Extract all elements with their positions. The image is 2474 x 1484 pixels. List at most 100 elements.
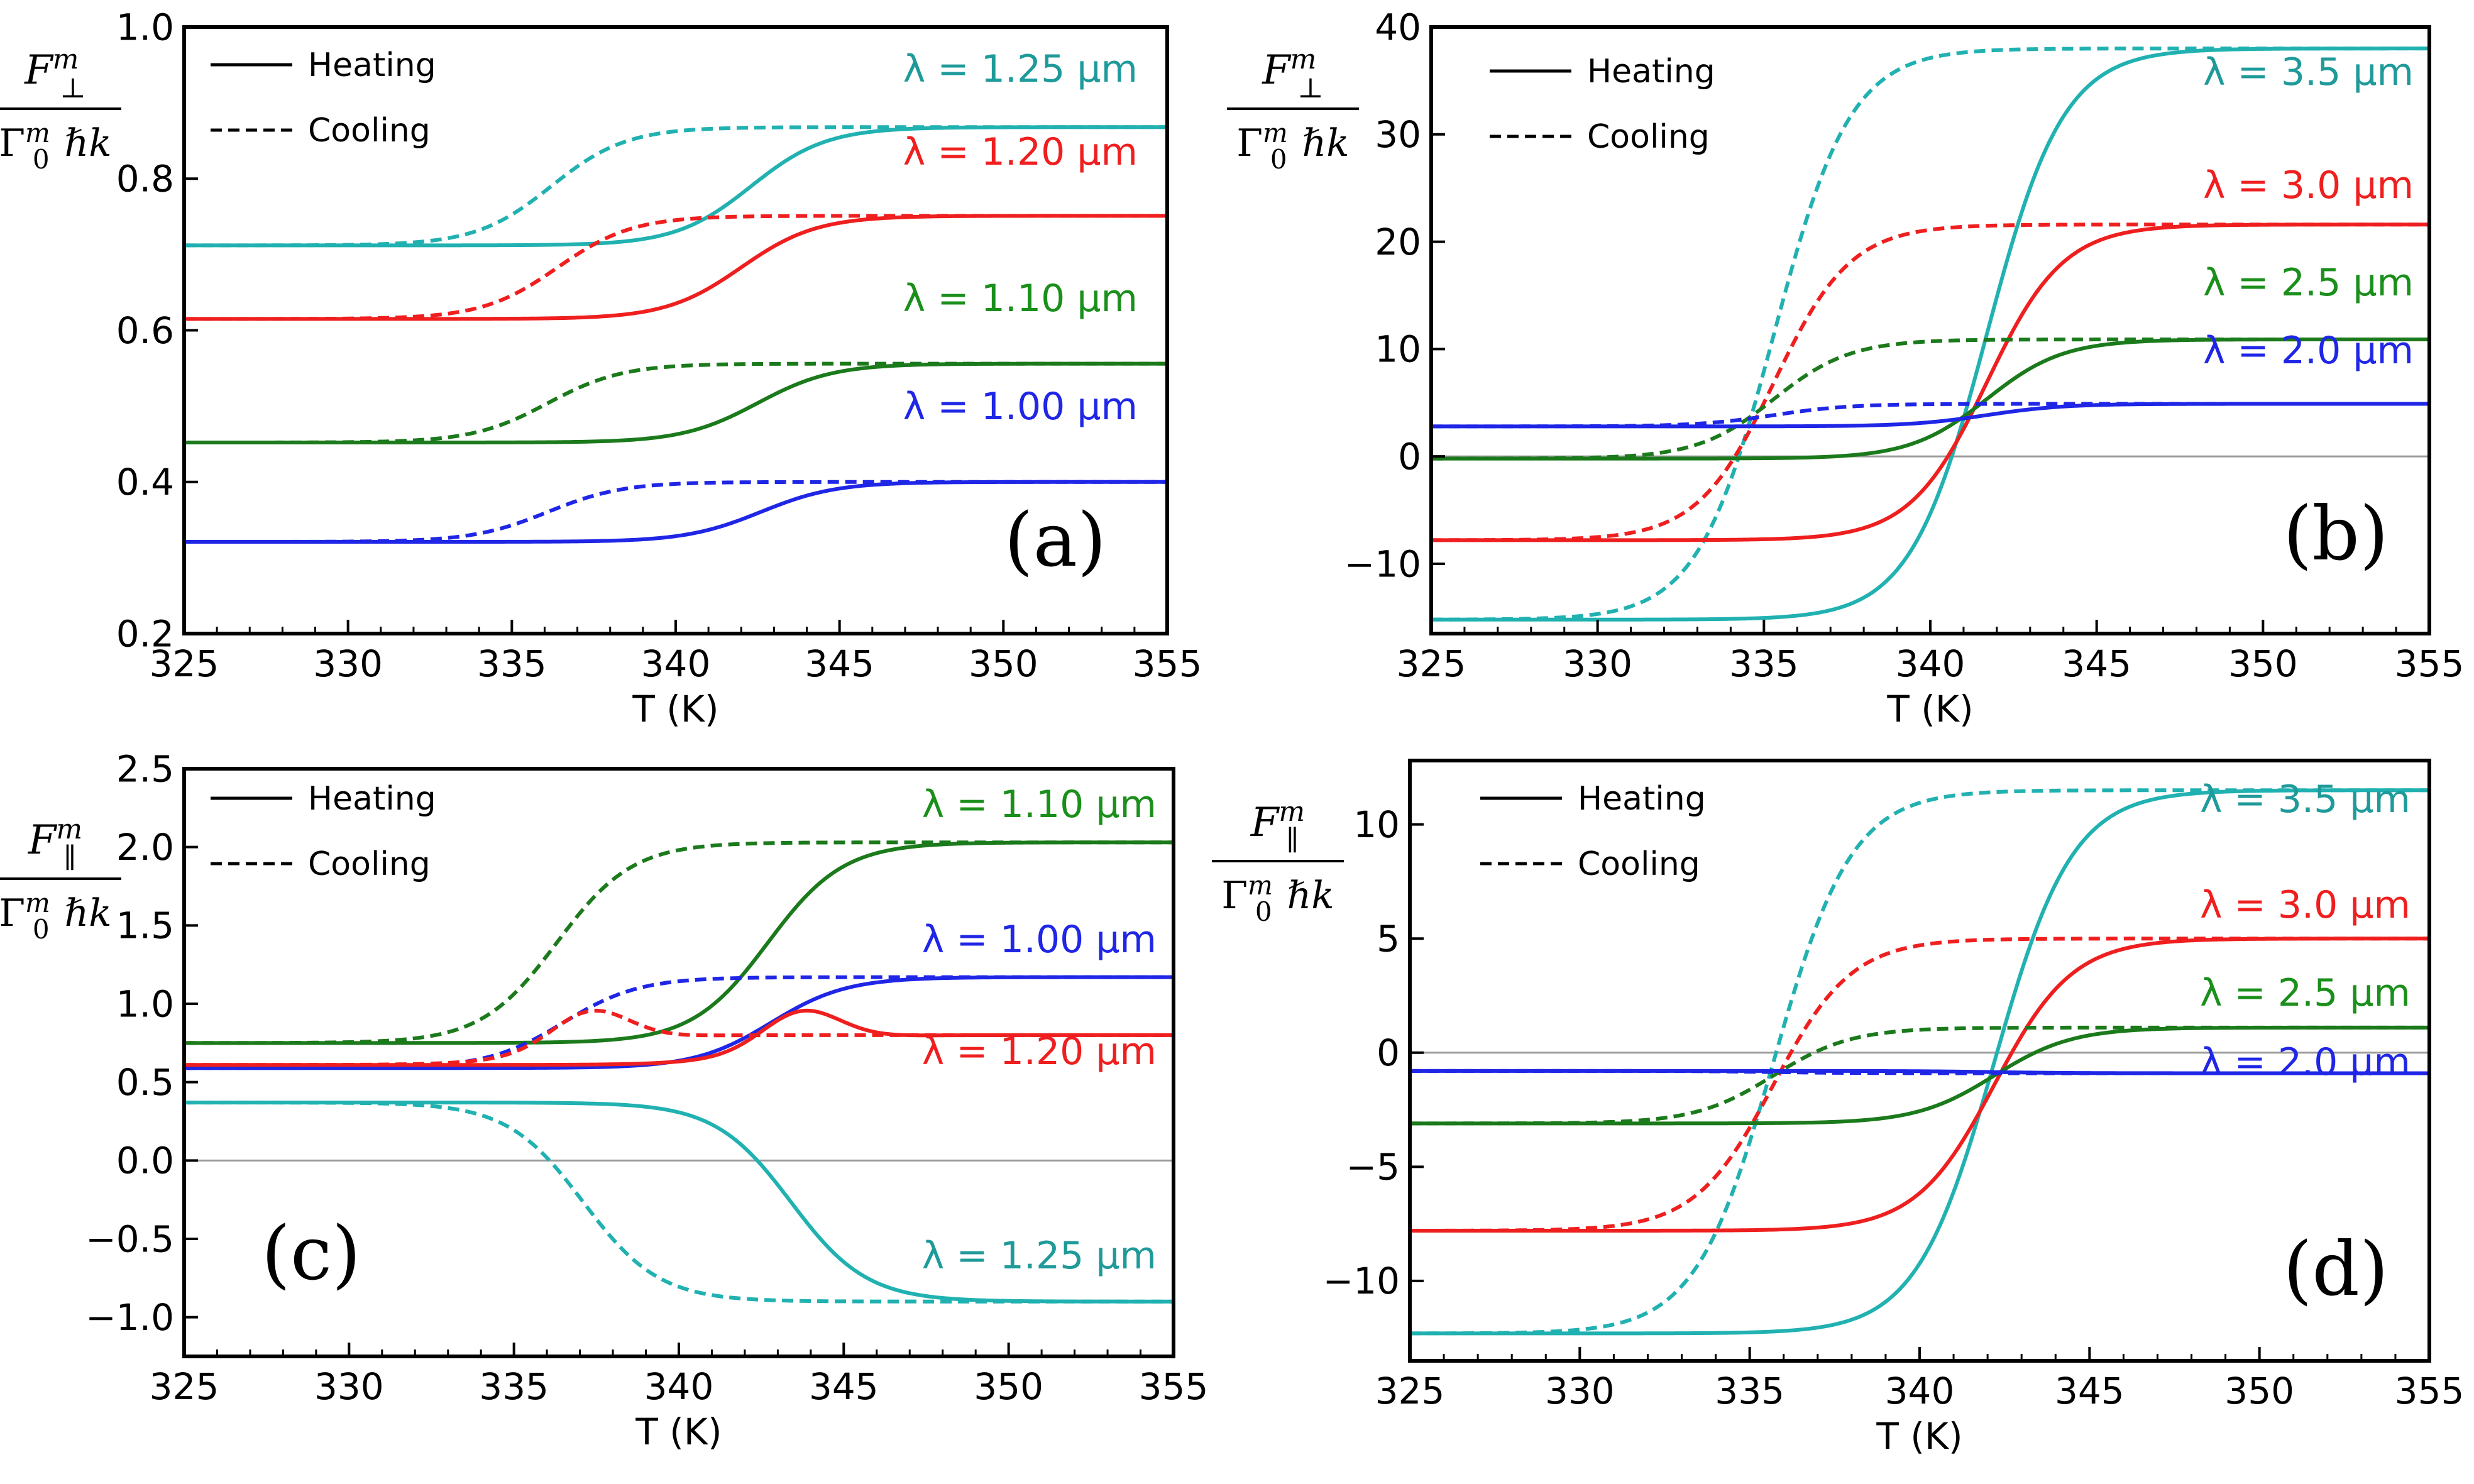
series-4-heating-line: [184, 480, 1167, 544]
series-label-4: λ = 1.25 μm: [922, 1234, 1157, 1278]
y-tick-label: 0.6: [116, 309, 174, 352]
y-tick-label: 0: [1398, 435, 1421, 478]
x-tick-label: 355: [1139, 1365, 1209, 1408]
legend: Heating Cooling: [1490, 53, 1715, 156]
legend: Heating Cooling: [211, 780, 436, 883]
x-axis-title: T (K): [635, 1410, 722, 1453]
x-tick-label: 350: [2224, 1370, 2294, 1412]
series-2-cooling-line: [1431, 223, 2429, 542]
x-tick-label: 335: [1715, 1370, 1784, 1412]
series-label-1: λ = 1.25 μm: [903, 47, 1138, 91]
x-tick-label: 330: [1545, 1370, 1615, 1412]
y-label-denominator: Γm 0 ℏk: [0, 118, 112, 175]
x-tick-label: 355: [2395, 1370, 2465, 1412]
series-label-3: λ = 1.20 μm: [922, 1030, 1157, 1074]
curves: [184, 125, 1167, 544]
panel-a: 325 330 335 340 345 350 355 0.2 0.4 0.6 0.8 1.0 T (K…: [0, 6, 1202, 730]
curves: [1410, 788, 2429, 1336]
y-label-numerator: Fm ⊥: [24, 43, 86, 104]
panel-c: 325 330 335 340 345 350 355 −1.0 −0.5 0.0 0.5 1.0 1.…: [0, 747, 1208, 1453]
series-1-heating-line: [1431, 47, 2429, 622]
legend-heating-label: Heating: [308, 780, 436, 818]
y-tick-label: 0: [1377, 1031, 1400, 1074]
y-tick-label: −1.0: [85, 1296, 174, 1339]
series-3-heating-line: [1431, 338, 2429, 461]
y-tick-label: −0.5: [85, 1217, 174, 1260]
panel-d: 325 330 335 340 345 350 355 −10 −5 0 5 10 T (K) Fm ∥ Γm…: [1212, 759, 2465, 1458]
panel-tag-c: (c): [261, 1210, 361, 1297]
legend-cooling-label: Cooling: [1578, 845, 1700, 883]
series-label-1: λ = 3.5 μm: [2200, 778, 2411, 822]
x-tick-label: 350: [974, 1365, 1043, 1408]
y-tick-label: 1.0: [116, 6, 174, 48]
legend-cooling-label: Cooling: [308, 845, 431, 883]
series-label-4: λ = 1.00 μm: [903, 385, 1138, 429]
y-tick-label: 20: [1375, 221, 1421, 263]
x-tick-label: 340: [641, 642, 711, 685]
series-4-heating-line: [184, 1101, 1174, 1304]
series-1-heating-line: [184, 125, 1167, 248]
legend-heating-label: Heating: [308, 47, 436, 84]
series-1-cooling-line: [1410, 788, 2429, 1336]
x-tick-label: 330: [314, 1365, 384, 1408]
series-label-2: λ = 1.00 μm: [922, 918, 1157, 962]
y-tick-label: 30: [1375, 113, 1421, 156]
y-tick-label: −10: [1344, 542, 1421, 585]
y-tick-label: 0.2: [116, 612, 174, 655]
x-axis-title: T (K): [1886, 688, 1973, 730]
y-tick-label: 2.5: [116, 747, 174, 790]
x-tick-label: 330: [1563, 642, 1632, 685]
curves: [184, 840, 1174, 1304]
series-2-cooling-line: [1410, 937, 2429, 1233]
panel-tag-b: (b): [2283, 490, 2389, 577]
legend-heating-label: Heating: [1587, 53, 1715, 91]
x-tick-label: 325: [150, 1365, 219, 1408]
series-1-heating-line: [184, 840, 1174, 1045]
x-tick-label: 345: [805, 642, 874, 685]
x-tick-label: 325: [1375, 1370, 1445, 1412]
y-tick-label: 0.0: [116, 1140, 174, 1182]
y-label-denominator: Γm 0 ℏk: [0, 888, 112, 945]
y-axis-title: Fm ⊥ Γm 0 ℏk: [1227, 43, 1359, 175]
series-label-1: λ = 1.10 μm: [922, 783, 1157, 827]
x-tick-label: 330: [313, 642, 383, 685]
series-2-heating-line: [1431, 223, 2429, 542]
y-tick-label: 1.5: [116, 904, 174, 947]
y-tick-label: 10: [1375, 328, 1421, 371]
y-tick-label: −5: [1346, 1146, 1400, 1189]
x-tick-label: 335: [477, 642, 547, 685]
x-tick-label: 345: [2055, 1370, 2125, 1412]
series-3-heating-line: [184, 1008, 1174, 1067]
series-label-2: λ = 3.0 μm: [2203, 163, 2414, 207]
y-tick-label: 0.4: [116, 461, 174, 503]
legend: Heating Cooling: [1480, 780, 1706, 883]
series-3-heating-line: [184, 361, 1167, 445]
series-2-heating-line: [1410, 937, 2429, 1233]
x-tick-label: 350: [969, 642, 1038, 685]
x-tick-label: 340: [644, 1365, 714, 1408]
x-tick-label: 340: [1885, 1370, 1955, 1412]
legend-cooling-label: Cooling: [1587, 118, 1710, 156]
series-label-3: λ = 1.10 μm: [903, 277, 1138, 321]
series-3-heating-line: [1410, 1025, 2429, 1126]
y-tick-label: 40: [1375, 6, 1421, 48]
y-tick-label: −10: [1323, 1260, 1400, 1302]
curves: [1431, 47, 2429, 622]
x-tick-label: 345: [809, 1365, 879, 1408]
x-tick-label: 325: [150, 642, 219, 685]
y-tick-label: 1.0: [116, 982, 174, 1025]
x-tick-label: 355: [1133, 642, 1202, 685]
series-1-heating-line: [1410, 788, 2429, 1336]
y-label-denominator: Γm 0 ℏk: [1221, 870, 1334, 927]
series-label-4: λ = 2.0 μm: [2200, 1040, 2411, 1084]
panel-tag-d: (d): [2283, 1226, 2389, 1312]
y-axis-title: Fm ∥ Γm 0 ℏk: [0, 813, 121, 945]
x-axis-title: T (K): [632, 688, 718, 730]
panel-b: 325 330 335 340 345 350 355 −10 0 10 20 30 40 T (K) Fm…: [1227, 6, 2464, 730]
y-tick-label: 0.5: [116, 1061, 174, 1104]
y-tick-label: 2.0: [116, 826, 174, 869]
y-label-denominator: Γm 0 ℏk: [1236, 118, 1349, 175]
x-tick-label: 350: [2228, 642, 2298, 685]
y-tick-label: 5: [1377, 918, 1400, 960]
series-label-2: λ = 1.20 μm: [903, 130, 1138, 174]
